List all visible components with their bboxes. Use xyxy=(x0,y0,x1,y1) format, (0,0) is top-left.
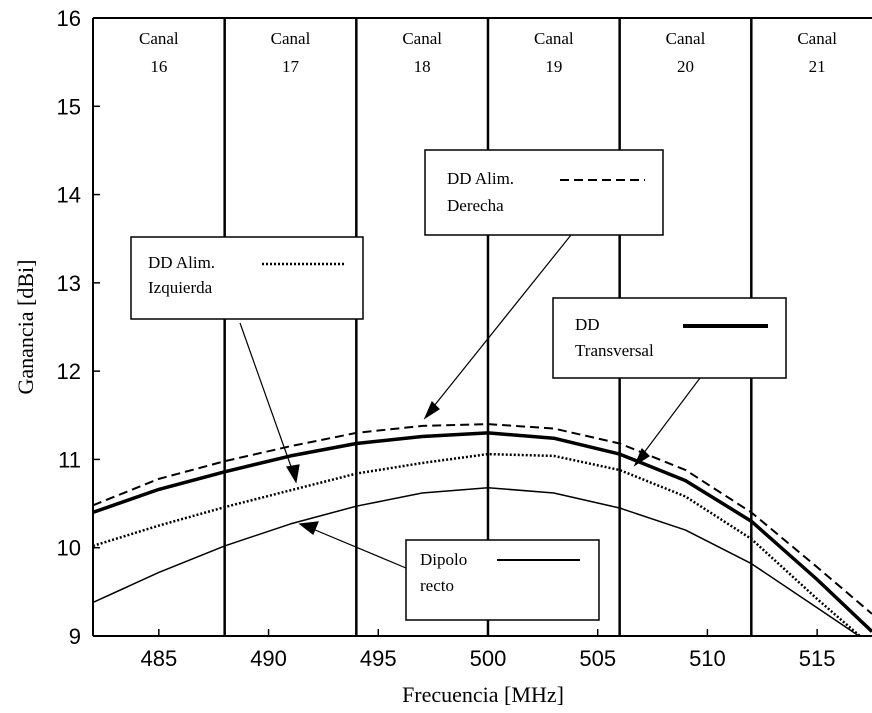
arrow-dipolo xyxy=(307,526,407,569)
legend-arrows xyxy=(239,229,701,569)
y-tick-label: 14 xyxy=(57,183,81,208)
x-tick-label: 510 xyxy=(689,646,726,671)
series-line-2 xyxy=(93,452,862,636)
x-axis-label: Frecuencia [MHz] xyxy=(402,682,564,707)
x-tick-label: 490 xyxy=(250,646,287,671)
y-axis-label: Ganancia [dBi] xyxy=(13,260,38,395)
y-tick-label: 11 xyxy=(58,447,81,472)
y-tick-label: 10 xyxy=(57,536,81,561)
x-tick-label: 505 xyxy=(579,646,616,671)
legend-transversal-box xyxy=(552,297,787,379)
y-tick-label: 13 xyxy=(57,271,81,296)
channel-label: Canal xyxy=(271,29,311,48)
channel-label: Canal xyxy=(139,29,179,48)
arrow-dipolo-head xyxy=(298,521,319,535)
legend-derecha: DD Alim. Derecha xyxy=(424,149,664,236)
channel-number: 16 xyxy=(150,57,167,76)
x-tick-label: 485 xyxy=(140,646,177,671)
legend-dipolo-line2: recto xyxy=(420,576,454,595)
x-tick-label: 515 xyxy=(799,646,836,671)
legend-derecha-line1: DD Alim. xyxy=(447,169,514,188)
x-tick-label: 500 xyxy=(470,646,507,671)
arrow-derecha xyxy=(429,229,576,412)
channel-number: 18 xyxy=(414,57,431,76)
legend-izquierda-box xyxy=(130,236,364,320)
legend-izquierda-line1: DD Alim. xyxy=(148,253,215,272)
arrow-izquierda-head xyxy=(286,464,300,484)
y-tick-label: 16 xyxy=(57,6,81,31)
arrow-derecha-head xyxy=(423,400,440,420)
channel-number: 17 xyxy=(282,57,300,76)
legend-dipolo-box xyxy=(405,539,600,621)
arrow-transversal xyxy=(639,377,701,459)
channel-label: Canal xyxy=(666,29,706,48)
legend-transversal-line1: DD xyxy=(575,315,600,334)
channel-labels: Canal 16 Canal 17 Canal 18 Canal 19 Canal 20 Canal… xyxy=(139,29,837,76)
series-line-3 xyxy=(93,486,861,636)
legend-dipolo-line1: Dipolo xyxy=(420,550,467,569)
channel-number: 21 xyxy=(809,57,826,76)
channel-label: Canal xyxy=(797,29,837,48)
series-line-0 xyxy=(93,423,872,615)
legend-izquierda-line2: Izquierda xyxy=(148,278,213,297)
series-group xyxy=(93,423,872,636)
series-line-1 xyxy=(93,431,872,633)
legend-dipolo: Dipolo recto xyxy=(405,539,600,621)
channel-label: Canal xyxy=(534,29,574,48)
legend-transversal-line2: Transversal xyxy=(575,341,654,360)
y-tick-label: 9 xyxy=(69,624,81,649)
y-tick-label: 12 xyxy=(57,359,81,384)
channel-label: Canal xyxy=(402,29,442,48)
y-tick-label: 15 xyxy=(57,94,81,119)
channel-number: 20 xyxy=(677,57,694,76)
y-ticks: 9 10 11 12 13 14 15 16 xyxy=(57,6,100,649)
legend-izquierda: DD Alim. Izquierda xyxy=(130,236,364,320)
x-tick-label: 495 xyxy=(360,646,397,671)
arrow-transversal-head xyxy=(633,447,650,467)
legend-transversal: DD Transversal xyxy=(552,297,787,379)
arrow-izquierda xyxy=(239,322,295,476)
legend-derecha-line2: Derecha xyxy=(447,196,504,215)
channel-number: 19 xyxy=(545,57,562,76)
x-ticks: 485 490 495 500 505 510 515 xyxy=(140,629,836,671)
legend-derecha-box xyxy=(424,149,664,236)
